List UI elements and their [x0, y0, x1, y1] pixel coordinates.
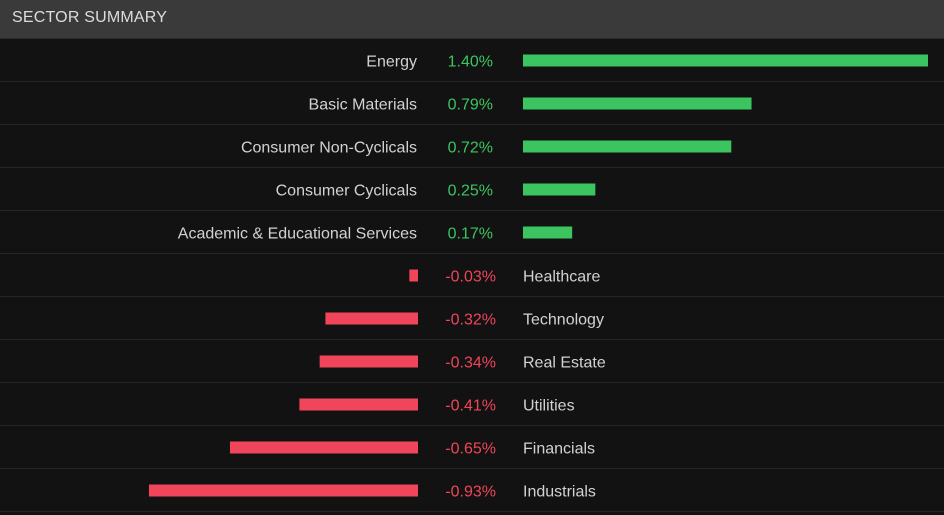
sector-label-real-estate: Real Estate: [523, 355, 606, 372]
bar-energy: [523, 54, 928, 67]
sector-value-basic-materials: 0.79%: [448, 97, 493, 114]
sector-value-energy: 1.40%: [448, 54, 493, 71]
sector-label-technology: Technology: [523, 312, 604, 329]
sector-value-healthcare: -0.03%: [445, 269, 496, 286]
sector-row-technology: Technology -0.32%: [0, 312, 944, 340]
bar-healthcare: [409, 269, 418, 282]
sector-row-real-estate: Real Estate -0.34%: [0, 355, 944, 383]
sector-row-consumer-non-cyclicals: Consumer Non-Cyclicals 0.72%: [0, 140, 944, 168]
sector-bar-chart: Energy 1.40% Basic Materials 0.79% Consumer …: [0, 39, 944, 515]
bar-financials: [229, 441, 418, 454]
panel-title: SECTOR SUMMARY: [12, 9, 168, 26]
sector-label-utilities: Utilities: [523, 398, 575, 415]
bar-technology: [325, 312, 418, 325]
bar-consumer-non-cyclicals: [523, 140, 732, 153]
sector-row-basic-materials: Basic Materials 0.79%: [0, 97, 944, 125]
sector-label-consumer-non-cyclicals: Consumer Non-Cyclicals: [241, 140, 417, 157]
sector-label-healthcare: Healthcare: [523, 269, 600, 286]
sector-row-energy: Energy 1.40%: [0, 54, 944, 82]
sector-row-utilities: Utilities -0.41%: [0, 398, 944, 426]
sector-row-financials: Financials -0.65%: [0, 441, 944, 469]
sector-row-consumer-cyclicals: Consumer Cyclicals 0.25%: [0, 183, 944, 211]
sector-value-utilities: -0.41%: [445, 398, 496, 415]
sector-label-financials: Financials: [523, 441, 595, 458]
sector-value-academic-educational-services: 0.17%: [448, 226, 493, 243]
sector-row-industrials: Industrials -0.93%: [0, 484, 944, 512]
sector-row-healthcare: Healthcare -0.03%: [0, 269, 944, 297]
chart-canvas: Energy 1.40% Basic Materials 0.79% Consumer …: [0, 54, 944, 512]
sector-label-consumer-cyclicals: Consumer Cyclicals: [276, 183, 417, 200]
bar-industrials: [148, 484, 418, 497]
panel-header: SECTOR SUMMARY: [0, 0, 944, 39]
sector-value-consumer-cyclicals: 0.25%: [448, 183, 493, 200]
sector-label-academic-educational-services: Academic & Educational Services: [178, 226, 417, 243]
sector-label-basic-materials: Basic Materials: [309, 97, 417, 114]
sector-value-industrials: -0.93%: [445, 484, 496, 501]
bar-academic-educational-services: [523, 226, 573, 239]
sector-row-academic-educational-services: Academic & Educational Services 0.17%: [0, 226, 944, 254]
bar-basic-materials: [523, 97, 752, 110]
sector-label-industrials: Industrials: [523, 484, 596, 501]
sector-value-consumer-non-cyclicals: 0.72%: [448, 140, 493, 157]
sector-value-real-estate: -0.34%: [445, 355, 496, 372]
sector-value-technology: -0.32%: [445, 312, 496, 329]
bar-utilities: [299, 398, 418, 411]
sector-value-financials: -0.65%: [445, 441, 496, 458]
sector-label-energy: Energy: [366, 54, 417, 71]
bar-consumer-cyclicals: [523, 183, 596, 196]
bar-real-estate: [319, 355, 418, 368]
